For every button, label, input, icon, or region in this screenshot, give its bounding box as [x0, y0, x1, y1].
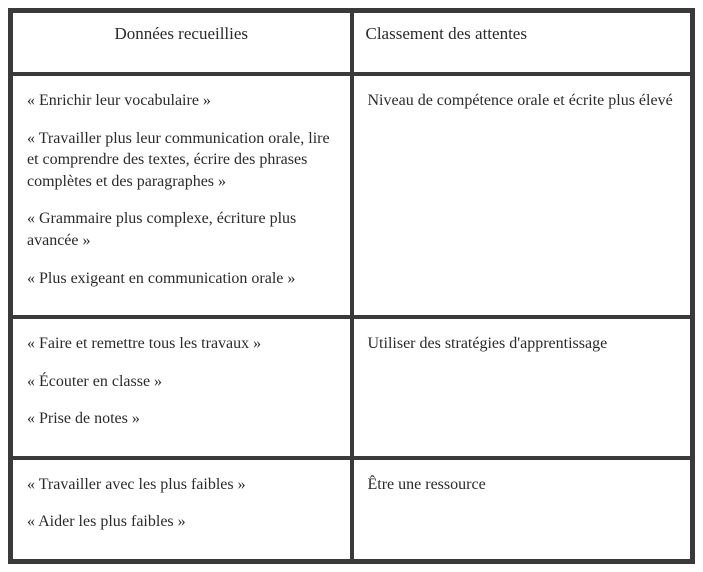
table-row: « Enrichir leur vocabulaire » « Travaill… — [12, 75, 691, 316]
row3-right: Être une ressource — [353, 459, 692, 560]
row1-left: « Enrichir leur vocabulaire » « Travaill… — [12, 75, 351, 316]
quote-item: « Grammaire plus complexe, écriture plus… — [27, 208, 338, 251]
header-left: Données recueillies — [12, 12, 351, 73]
quote-item: « Faire et remettre tous les travaux » — [27, 333, 338, 355]
quote-item: « Aider les plus faibles » — [27, 511, 338, 533]
quote-item: « Travailler plus leur communication ora… — [27, 128, 338, 193]
expectations-table: Données recueillies Classement des atten… — [8, 8, 695, 564]
quote-item: « Écouter en classe » — [27, 371, 338, 393]
row3-left: « Travailler avec les plus faibles » « A… — [12, 459, 351, 560]
quote-item: « Enrichir leur vocabulaire » — [27, 90, 338, 112]
row2-right: Utiliser des stratégies d'apprentissage — [353, 318, 692, 457]
table-header-row: Données recueillies Classement des atten… — [12, 12, 691, 73]
row2-left: « Faire et remettre tous les travaux » «… — [12, 318, 351, 457]
quote-item: « Plus exigeant en communication orale » — [27, 268, 338, 290]
row1-right: Niveau de compétence orale et écrite plu… — [353, 75, 692, 316]
header-right: Classement des attentes — [353, 12, 692, 73]
table-row: « Faire et remettre tous les travaux » «… — [12, 318, 691, 457]
quote-item: « Prise de notes » — [27, 408, 338, 430]
quote-item: « Travailler avec les plus faibles » — [27, 474, 338, 496]
table-row: « Travailler avec les plus faibles » « A… — [12, 459, 691, 560]
